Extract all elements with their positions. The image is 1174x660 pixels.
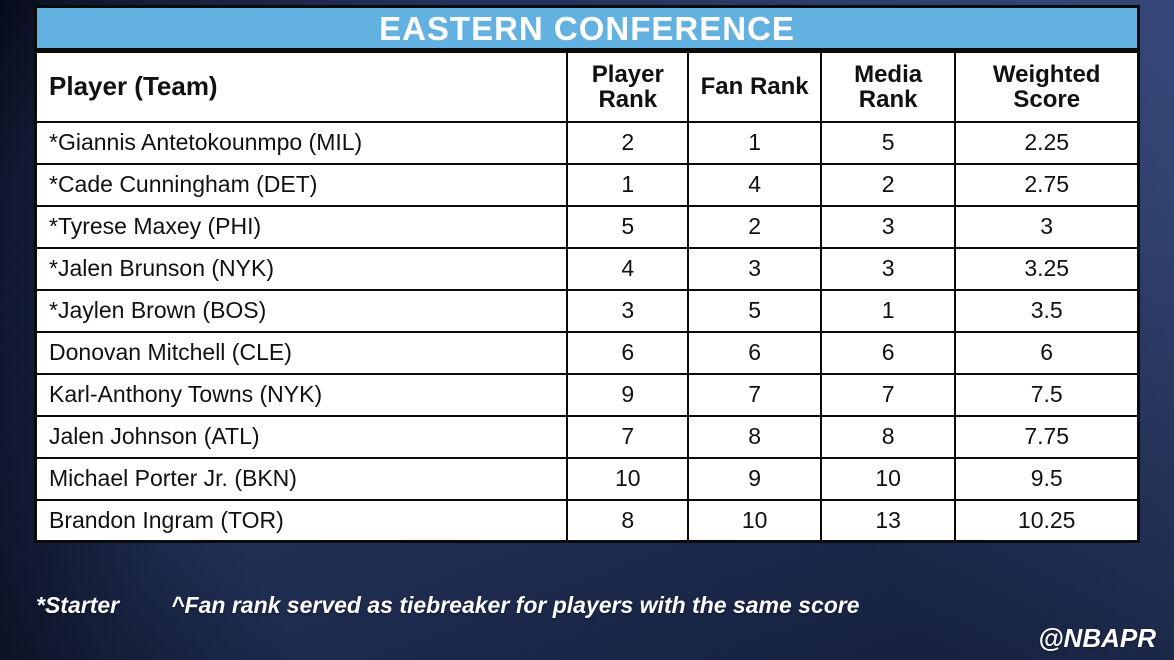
rank-cell: 7.75: [954, 414, 1140, 459]
column-header-player-rank: Player Rank: [566, 50, 690, 123]
player-cell: Jalen Johnson (ATL): [34, 414, 569, 459]
table-row: *Jaylen Brown (BOS) 3 5 1 3.5: [34, 288, 1140, 333]
rank-cell: 2.75: [954, 162, 1140, 207]
rank-cell: 7: [687, 372, 822, 417]
rank-cell: 3.5: [954, 288, 1140, 333]
rank-cell: 2: [819, 162, 957, 207]
rank-cell: 10: [819, 456, 957, 501]
rank-cell: 1: [819, 288, 957, 333]
rank-cell: 10.25: [954, 498, 1140, 543]
table-row: Michael Porter Jr. (BKN) 10 9 10 9.5: [34, 456, 1140, 501]
player-cell: *Tyrese Maxey (PHI): [34, 204, 569, 249]
rank-cell: 3: [954, 204, 1140, 249]
player-cell: Donovan Mitchell (CLE): [34, 330, 569, 375]
rank-cell: 7.5: [954, 372, 1140, 417]
column-header-weighted-score: Weighted Score: [954, 50, 1140, 123]
conference-title: EASTERN CONFERENCE: [379, 9, 795, 47]
rank-cell: 3.25: [954, 246, 1140, 291]
player-cell: Michael Porter Jr. (BKN): [34, 456, 569, 501]
rank-cell: 2.25: [954, 120, 1140, 165]
rank-cell: 6: [566, 330, 690, 375]
player-cell: *Giannis Antetokounmpo (MIL): [34, 120, 569, 165]
rank-cell: 1: [687, 120, 822, 165]
rank-cell: 7: [566, 414, 690, 459]
table-body: *Giannis Antetokounmpo (MIL) 2 1 5 2.25 *Cade…: [34, 120, 1140, 543]
rank-cell: 4: [687, 162, 822, 207]
player-cell: *Cade Cunningham (DET): [34, 162, 569, 207]
column-header-player: Player (Team): [34, 50, 569, 123]
ranking-graphic: EASTERN CONFERENCE Player (Team) Player …: [34, 5, 1140, 543]
rank-cell: 7: [819, 372, 957, 417]
conference-title-bar: EASTERN CONFERENCE: [34, 5, 1140, 50]
rank-cell: 3: [819, 204, 957, 249]
table-row: Brandon Ingram (TOR) 8 10 13 10.25: [34, 498, 1140, 543]
rank-cell: 2: [687, 204, 822, 249]
player-cell: Brandon Ingram (TOR): [34, 498, 569, 543]
column-header-media-rank: Media Rank: [819, 50, 957, 123]
social-handle: @NBAPR: [1038, 623, 1156, 653]
player-cell: *Jalen Brunson (NYK): [34, 246, 569, 291]
ranking-table: Player (Team) Player Rank Fan Rank Media…: [34, 50, 1140, 543]
rank-cell: 8: [566, 498, 690, 543]
rank-cell: 9: [566, 372, 690, 417]
rank-cell: 9: [687, 456, 822, 501]
table-row: Donovan Mitchell (CLE) 6 6 6 6: [34, 330, 1140, 375]
table-row: *Jalen Brunson (NYK) 4 3 3 3.25: [34, 246, 1140, 291]
rank-cell: 10: [687, 498, 822, 543]
rank-cell: 6: [819, 330, 957, 375]
rank-cell: 4: [566, 246, 690, 291]
header-row: Player (Team) Player Rank Fan Rank Media…: [34, 50, 1140, 123]
rank-cell: 6: [687, 330, 822, 375]
rank-cell: 1: [566, 162, 690, 207]
rank-cell: 5: [566, 204, 690, 249]
table-row: Karl-Anthony Towns (NYK) 9 7 7 7.5: [34, 372, 1140, 417]
rank-cell: 5: [687, 288, 822, 333]
rank-cell: 5: [819, 120, 957, 165]
rank-cell: 8: [819, 414, 957, 459]
table-row: *Cade Cunningham (DET) 1 4 2 2.75: [34, 162, 1140, 207]
starter-footnote: *Starter: [36, 592, 120, 618]
rank-cell: 10: [566, 456, 690, 501]
rank-cell: 6: [954, 330, 1140, 375]
player-cell: Karl-Anthony Towns (NYK): [34, 372, 569, 417]
tiebreaker-footnote: ^Fan rank served as tiebreaker for playe…: [171, 592, 860, 618]
rank-cell: 3: [566, 288, 690, 333]
rank-cell: 2: [566, 120, 690, 165]
player-cell: *Jaylen Brown (BOS): [34, 288, 569, 333]
column-header-fan-rank: Fan Rank: [687, 50, 822, 123]
rank-cell: 3: [687, 246, 822, 291]
table-header: Player (Team) Player Rank Fan Rank Media…: [34, 50, 1140, 123]
rank-cell: 3: [819, 246, 957, 291]
table-row: *Tyrese Maxey (PHI) 5 2 3 3: [34, 204, 1140, 249]
rank-cell: 9.5: [954, 456, 1140, 501]
rank-cell: 13: [819, 498, 957, 543]
table-row: *Giannis Antetokounmpo (MIL) 2 1 5 2.25: [34, 120, 1140, 165]
rank-cell: 8: [687, 414, 822, 459]
footnotes: *Starter ^Fan rank served as tiebreaker …: [36, 592, 860, 619]
table-row: Jalen Johnson (ATL) 7 8 8 7.75: [34, 414, 1140, 459]
